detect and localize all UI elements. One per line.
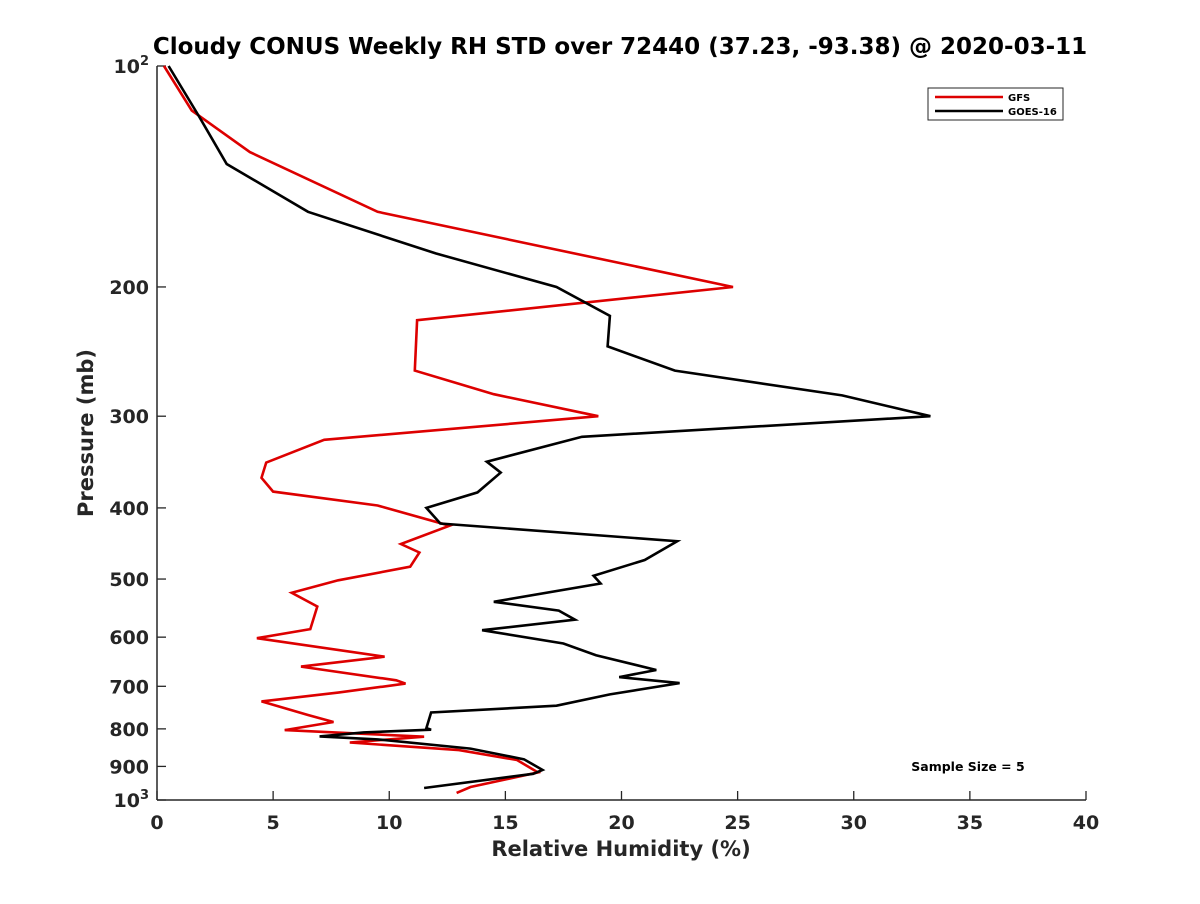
x-axis-label: Relative Humidity (%) — [491, 837, 750, 861]
x-tick-label: 0 — [150, 812, 163, 834]
y-ticks: 102 200 300 400 500 600 700 800 900 103 — [109, 54, 166, 812]
y-tick-label: 700 — [109, 676, 149, 698]
x-tick-label: 10 — [376, 812, 402, 834]
x-ticks: 0 5 10 15 20 25 30 35 40 — [150, 791, 1099, 834]
y-tick-label: 400 — [109, 498, 149, 520]
y-tick-label: 300 — [109, 406, 149, 428]
series-line-goes16 — [167, 65, 931, 790]
y-tick-label: 103 — [114, 788, 150, 812]
x-tick-label: 5 — [267, 812, 280, 834]
y-tick-label: 900 — [109, 756, 149, 778]
legend-label-goes16: GOES-16 — [1008, 107, 1057, 118]
series-line-gfs — [162, 65, 734, 795]
x-tick-label: 15 — [492, 812, 518, 834]
x-tick-label: 40 — [1073, 812, 1099, 834]
chart-title: Cloudy CONUS Weekly RH STD over 72440 (3… — [153, 34, 1087, 60]
y-tick-label: 600 — [109, 627, 149, 649]
sample-size-annotation: Sample Size = 5 — [911, 759, 1024, 774]
y-tick-label: 500 — [109, 569, 149, 591]
legend-label-gfs: GFS — [1008, 93, 1030, 104]
y-tick-label: 102 — [114, 54, 150, 78]
x-tick-label: 30 — [841, 812, 867, 834]
y-tick-label: 800 — [109, 719, 149, 741]
series-lines — [162, 65, 931, 795]
y-axis-label: Pressure (mb) — [74, 349, 98, 517]
x-tick-label: 20 — [608, 812, 634, 834]
legend: GFS GOES-16 — [927, 87, 1064, 121]
y-tick-label: 200 — [109, 277, 149, 299]
legend-box — [927, 87, 1064, 121]
x-tick-label: 35 — [957, 812, 983, 834]
x-tick-label: 25 — [724, 812, 750, 834]
